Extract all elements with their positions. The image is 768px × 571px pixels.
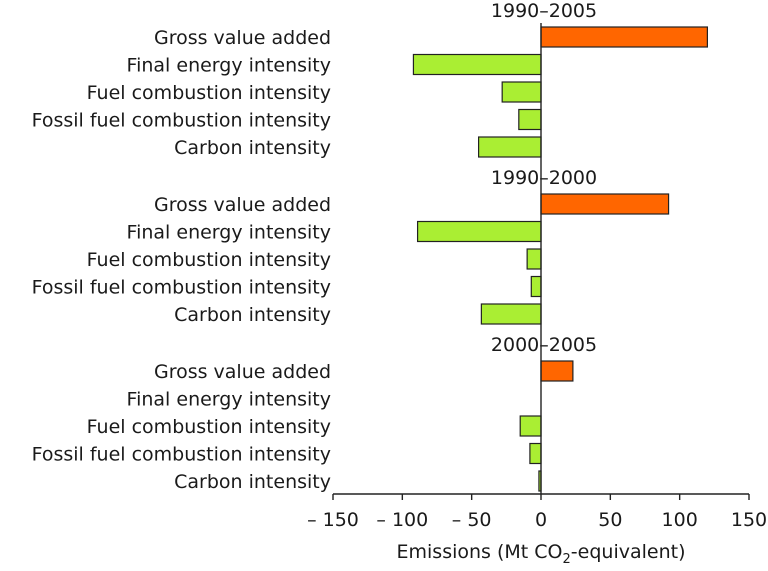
x-tick-label: 50 bbox=[598, 509, 622, 531]
bar bbox=[412, 53, 542, 76]
category-label: Final energy intensity bbox=[127, 389, 331, 411]
category-label: Fossil fuel combustion intensity bbox=[32, 277, 331, 299]
bar bbox=[501, 81, 542, 103]
bar bbox=[478, 136, 542, 158]
x-tick-label: – 100 bbox=[376, 509, 428, 531]
category-label: Gross value added bbox=[154, 361, 331, 383]
x-axis: – 150 – 100 – 50 0 50 100 150 bbox=[307, 23, 767, 531]
panel-1: 1990–2000 Gross value added Final energy i… bbox=[32, 167, 670, 326]
category-label: Gross value added bbox=[154, 27, 331, 49]
panel-title: 1990–2005 bbox=[491, 0, 597, 22]
x-axis-label-suffix: -equivalent) bbox=[571, 541, 686, 563]
category-label: Final energy intensity bbox=[127, 55, 331, 77]
panel-2: 2000–2005 Gross value added Final energy i… bbox=[32, 334, 598, 493]
bar bbox=[416, 220, 542, 243]
x-tick-label: – 150 bbox=[307, 509, 359, 531]
category-label: Carbon intensity bbox=[174, 137, 331, 159]
bar bbox=[540, 26, 708, 48]
x-tick-label: – 50 bbox=[452, 509, 492, 531]
category-label: Fuel combustion intensity bbox=[87, 416, 331, 438]
category-label: Fossil fuel combustion intensity bbox=[32, 110, 331, 132]
panel-title: 2000–2005 bbox=[491, 334, 597, 356]
panel-title: 1990–2000 bbox=[491, 167, 597, 189]
category-label: Final energy intensity bbox=[127, 222, 331, 244]
x-tick-label: 100 bbox=[662, 509, 698, 531]
chart-panels: 1990–2005 Gross value added Final energy i… bbox=[32, 0, 708, 493]
bar bbox=[540, 193, 670, 215]
x-axis-label-subscript: 2 bbox=[563, 552, 571, 567]
bar bbox=[519, 415, 542, 437]
category-label: Fossil fuel combustion intensity bbox=[32, 444, 331, 466]
x-axis-label-prefix: Emissions (Mt CO bbox=[397, 541, 563, 563]
x-tick-label: 150 bbox=[731, 509, 767, 531]
panel-0: 1990–2005 Gross value added Final energy i… bbox=[32, 0, 708, 159]
category-label: Fuel combustion intensity bbox=[87, 249, 331, 271]
bar bbox=[518, 108, 542, 131]
category-label: Fuel combustion intensity bbox=[87, 82, 331, 104]
x-axis-label: Emissions (Mt CO2-equivalent) bbox=[397, 541, 686, 567]
bar bbox=[540, 360, 574, 382]
bar bbox=[529, 442, 542, 465]
category-label: Carbon intensity bbox=[174, 304, 331, 326]
category-label: Gross value added bbox=[154, 194, 331, 216]
bar bbox=[480, 303, 542, 325]
category-label: Carbon intensity bbox=[174, 471, 331, 493]
bar bbox=[526, 248, 542, 270]
x-tick-label: 0 bbox=[535, 509, 547, 531]
bar bbox=[530, 275, 542, 298]
